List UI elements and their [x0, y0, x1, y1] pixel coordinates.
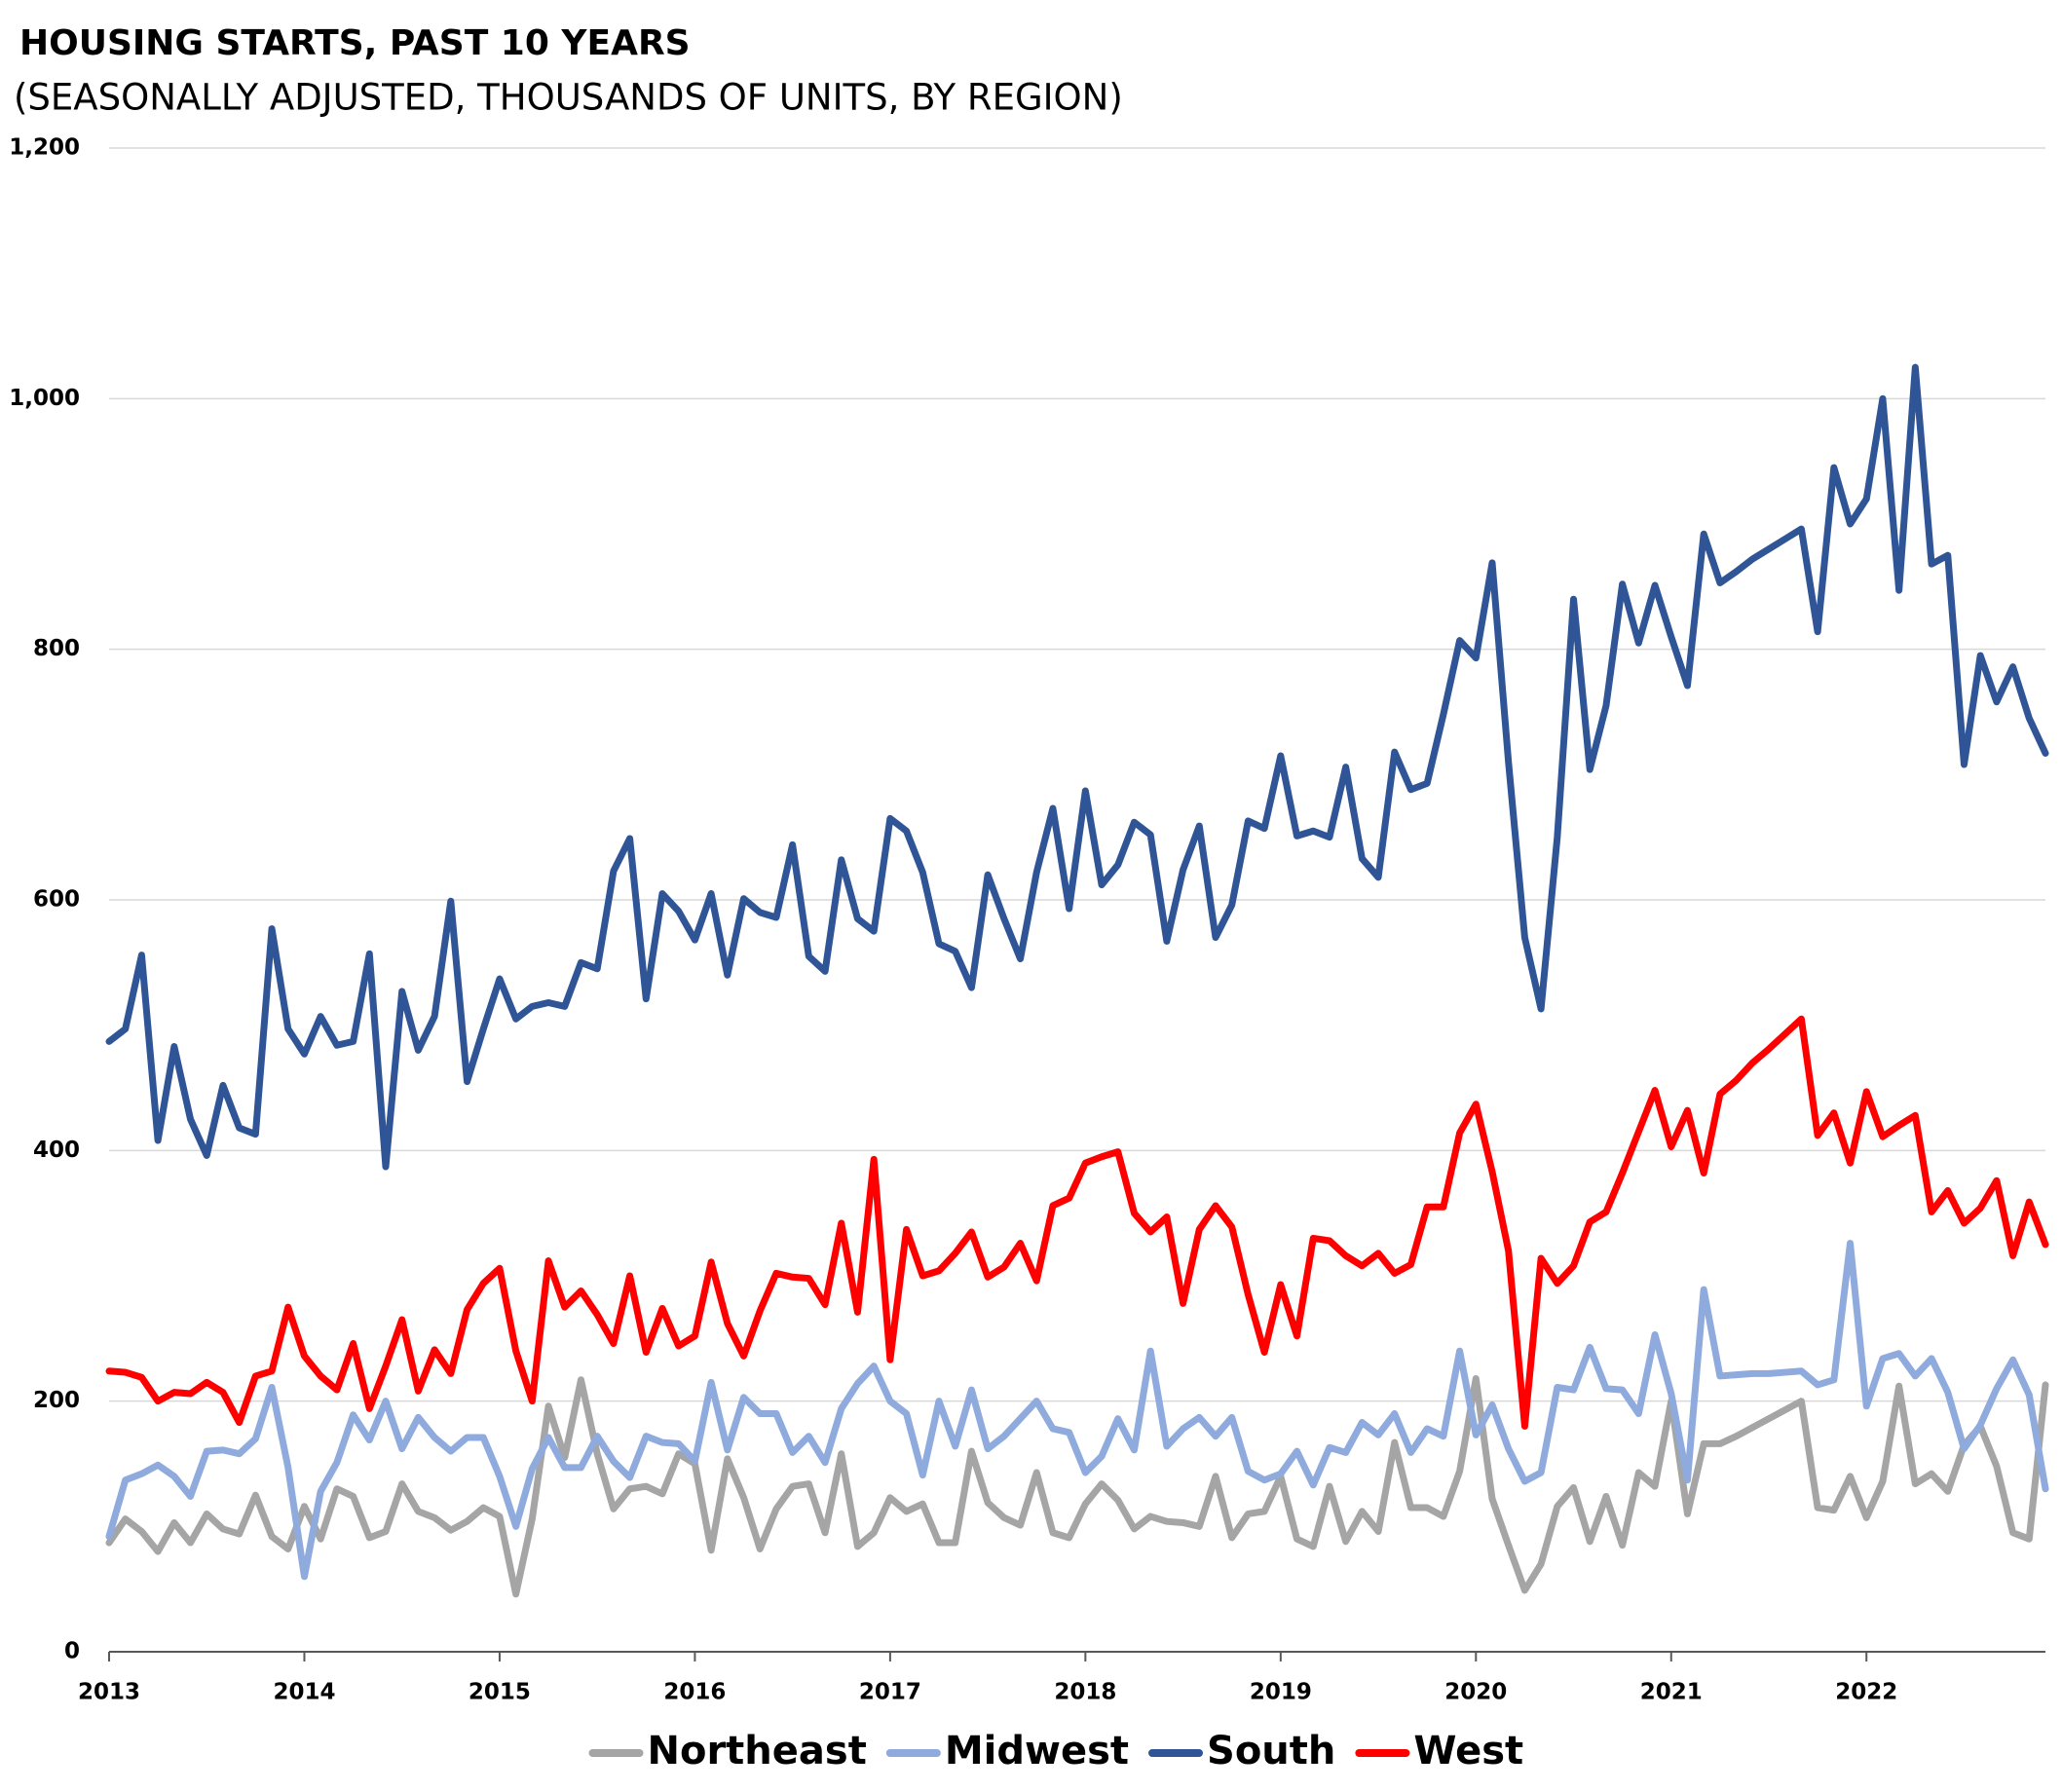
- y-tick-label: 0: [64, 1639, 80, 1664]
- x-tick-label: 2016: [663, 1680, 726, 1705]
- x-tick-label: 2022: [1835, 1680, 1897, 1705]
- x-tick-label: 2020: [1444, 1680, 1507, 1705]
- y-tick-label: 800: [33, 636, 80, 661]
- x-tick-label: 2017: [859, 1680, 921, 1705]
- legend-label: West: [1413, 1729, 1523, 1773]
- x-tick-label: 2019: [1250, 1680, 1312, 1705]
- series-line: [105, 1015, 2049, 1430]
- y-tick-label: 1,200: [9, 135, 80, 161]
- x-tick-label: 2018: [1054, 1680, 1116, 1705]
- y-tick-label: 1,000: [9, 386, 80, 411]
- legend: Northeast Midwest South West: [588, 1729, 1523, 1773]
- series-line: [105, 1375, 2049, 1598]
- chart-subtitle: (SEASONALLY ADJUSTED, THOUSANDS OF UNITS…: [14, 77, 1123, 119]
- grid: 0 200 400 600 800 1,000 1,200 2013 2014 2015 2016 2…: [9, 135, 2045, 1705]
- x-tick-label: 2015: [469, 1680, 531, 1705]
- x-tick-label: 2013: [78, 1680, 140, 1705]
- series-line: [105, 363, 2049, 1171]
- legend-label: Midwest: [945, 1729, 1129, 1773]
- y-tick-label: 200: [33, 1388, 80, 1413]
- legend-label: South: [1207, 1729, 1335, 1773]
- legend-label: Northeast: [648, 1729, 867, 1773]
- y-tick-label: 600: [33, 887, 80, 913]
- y-tick-label: 400: [33, 1138, 80, 1163]
- x-tick-label: 2014: [273, 1680, 335, 1705]
- chart-title: HOUSING STARTS, PAST 10 YEARS: [19, 23, 691, 63]
- plot-area: [105, 363, 2049, 1598]
- x-tick-label: 2021: [1640, 1680, 1703, 1705]
- series-line: [105, 1240, 2049, 1581]
